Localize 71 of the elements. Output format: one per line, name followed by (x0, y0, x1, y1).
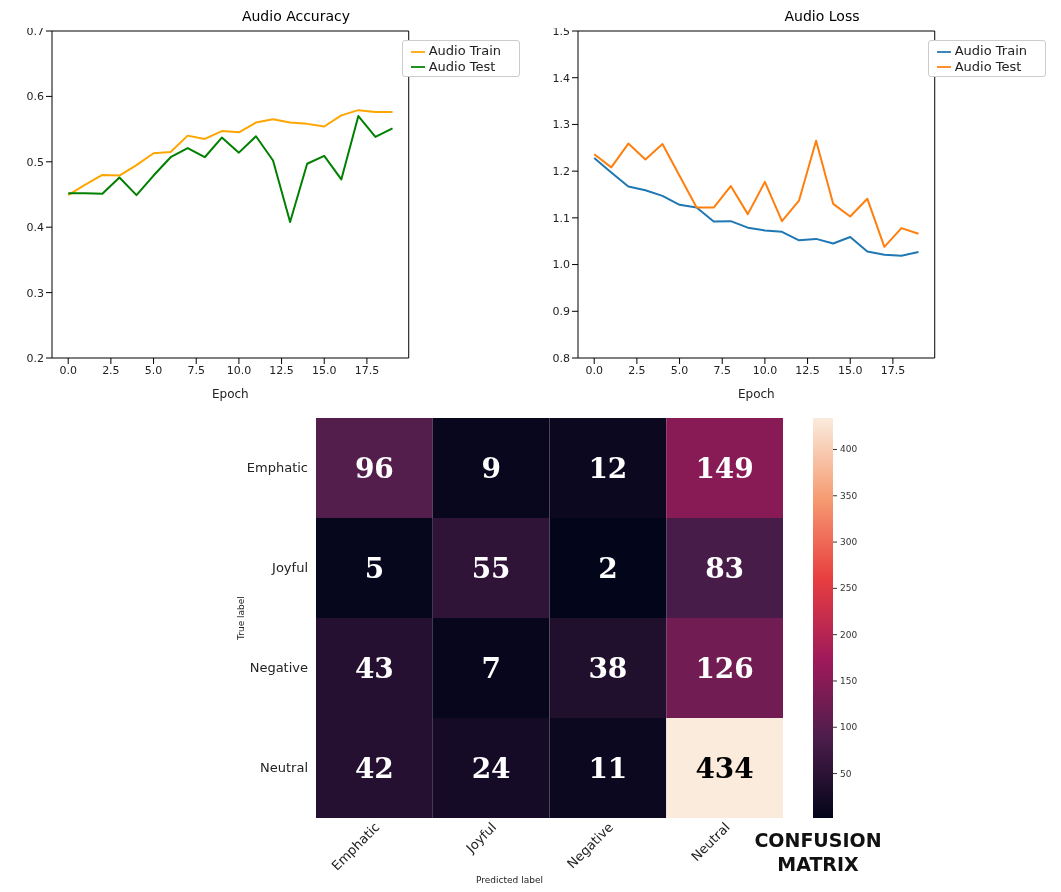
line-series (593, 139, 920, 248)
data-label: 9 (481, 452, 501, 485)
data-label: 83 (705, 552, 745, 585)
x-tick-label: 7.5 (187, 363, 205, 377)
data-label: 12 (588, 452, 628, 485)
x-tick-label: 17.5 (880, 363, 906, 377)
data-label: 24 (471, 752, 511, 785)
y-tick-label: Neutral (260, 760, 308, 775)
x-tick-label: 15.0 (837, 363, 863, 377)
x-tick-label: 2.5 (628, 363, 646, 377)
legend-label: Audio Train (954, 43, 1027, 58)
chart-title: Audio Loss (784, 8, 860, 24)
y-tick-label: 0.3 (26, 286, 44, 300)
color-bar-label: 100 (840, 722, 858, 733)
x-tick-label: 5.0 (144, 363, 163, 377)
data-label: 96 (354, 452, 394, 485)
color-bar-label: 400 (840, 444, 858, 455)
y-tick-label: 1.3 (552, 118, 570, 132)
text: CONFUSION MATRIX (753, 828, 883, 876)
x-tick-label: 10.0 (226, 363, 252, 377)
x-tick-label: 12.5 (269, 363, 294, 377)
x-tick-label: 17.5 (354, 363, 380, 377)
x-tick-label: 10.0 (752, 363, 778, 377)
y-tick-label: 0.9 (552, 305, 570, 319)
y-tick-label: 1.4 (552, 71, 570, 85)
data-label: 11 (588, 752, 628, 785)
data-label: 2 (598, 552, 618, 585)
y-tick-label: 0.4 (26, 221, 44, 235)
data-label: 43 (354, 652, 394, 685)
y-tick-label: 1.2 (552, 165, 570, 179)
line-series (67, 109, 394, 197)
y-tick-label: 1.1 (552, 211, 570, 225)
color-bar-label: 150 (840, 675, 858, 686)
x-tick-label: 12.5 (795, 363, 820, 377)
line-series (67, 115, 394, 223)
y-tick-label: 0.6 (26, 90, 44, 104)
line-series (593, 157, 920, 257)
y-tick-label: 0.2 (26, 351, 44, 365)
y-tick-label: 1.0 (552, 258, 570, 272)
x-tick-label: 0.0 (59, 363, 77, 377)
y-tick-label: 0.8 (552, 351, 570, 365)
chart-title: Audio Accuracy (241, 8, 351, 24)
color-bar-label: 300 (840, 537, 858, 548)
x-tick-label: 15.0 (311, 363, 337, 377)
x-tick-label: 7.5 (713, 363, 731, 377)
x-axis-title: Predicted label (476, 875, 543, 885)
y-axis-title: True label (236, 596, 246, 641)
x-tick-label: 5.0 (670, 363, 689, 377)
legend-label: Audio Train (428, 43, 501, 58)
data-label: 55 (471, 552, 511, 585)
data-label: 38 (588, 652, 628, 685)
legend-label: Audio Test (954, 58, 1022, 74)
data-label: 42 (354, 752, 394, 785)
color-bar-label: 250 (840, 583, 858, 594)
y-tick-label: Negative (249, 660, 308, 675)
data-label: 434 (695, 752, 754, 785)
y-tick-label: Joyful (271, 560, 308, 575)
color-bar-label: 200 (840, 629, 858, 640)
color-bar-label: 50 (840, 768, 852, 779)
data-label: 149 (695, 452, 754, 485)
color-bar-label: 350 (840, 490, 858, 501)
y-tick-label: Emphatic (246, 460, 308, 475)
x-tick-label: 2.5 (102, 363, 120, 377)
x-tick-label: 0.0 (585, 363, 603, 377)
x-axis-title: Epoch (211, 387, 249, 401)
data-label: 5 (364, 552, 385, 585)
data-label: 7 (481, 652, 501, 685)
data-label: 126 (695, 652, 754, 685)
x-axis-title: Epoch (737, 387, 775, 401)
y-tick-label: 0.5 (26, 155, 44, 169)
legend-label: Audio Test (428, 58, 496, 74)
